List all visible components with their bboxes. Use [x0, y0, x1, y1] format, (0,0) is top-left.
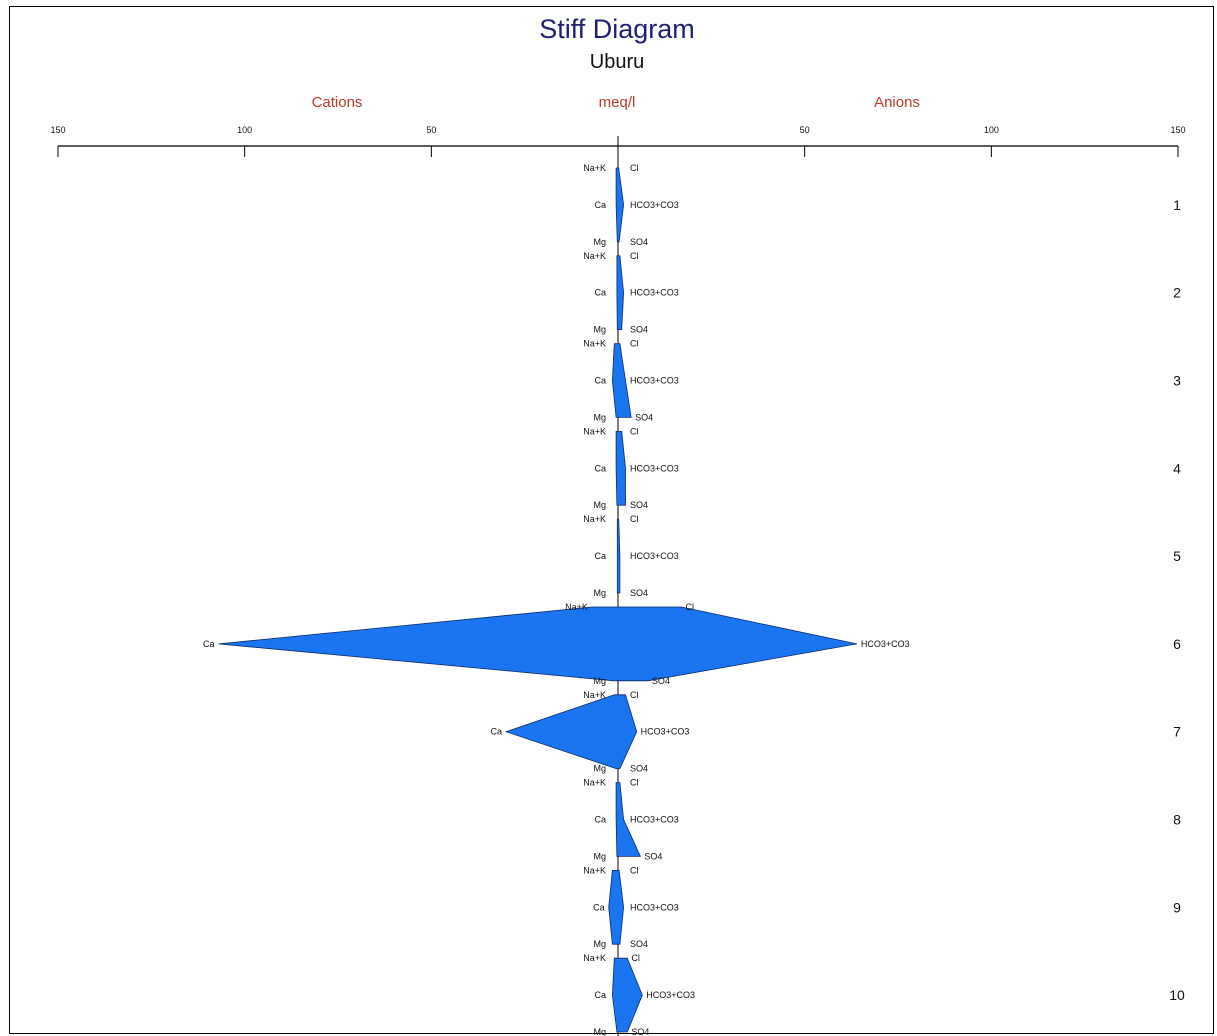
cation-label-6-0: Na+K [565, 602, 588, 612]
cation-label-5-0: Na+K [583, 514, 606, 524]
stiff-polygon-2 [616, 255, 625, 331]
cation-label-5-1: Ca [594, 551, 606, 561]
chart-title: Stiff Diagram [539, 14, 695, 44]
anion-label-2-4: HCO3+CO3 [630, 288, 679, 298]
anion-label-2-3: Cl [630, 251, 639, 261]
cation-label-2-0: Na+K [583, 251, 606, 261]
anion-label-1-5: SO4 [630, 237, 648, 247]
cation-label-10-1: Ca [594, 990, 606, 1000]
anion-label-8-4: HCO3+CO3 [630, 814, 679, 824]
anion-label-6-5: SO4 [652, 676, 670, 686]
tick-label-left-0: 150 [50, 125, 65, 135]
anion-label-8-5: SO4 [644, 851, 662, 861]
anions-header: Anions [874, 94, 920, 111]
stiff-polygon-7 [504, 694, 638, 769]
tick-label-left-2: 50 [426, 125, 436, 135]
sample-label-10: 10 [1169, 987, 1185, 1003]
tick-label-right-2: 150 [1170, 125, 1185, 135]
cation-label-10-2: Mg [593, 1027, 606, 1036]
samples-group: Na+K Ca Mg Cl HCO3+CO3 SO4 1 Na+K Ca Mg Cl HCO3+CO3… [203, 154, 1185, 1036]
stiff-polygon-8 [615, 782, 642, 857]
stiff-polygon-3 [611, 343, 632, 418]
cation-label-9-2: Mg [593, 939, 606, 949]
cation-label-1-2: Mg [593, 237, 606, 247]
sample-label-8: 8 [1173, 811, 1181, 827]
cation-label-1-0: Na+K [583, 163, 606, 173]
cation-label-5-2: Mg [593, 588, 606, 598]
chart-subtitle: Uburu [590, 51, 644, 73]
tick-label-left-1: 100 [237, 125, 252, 135]
anion-label-9-4: HCO3+CO3 [630, 902, 679, 912]
stiff-polygon-10 [611, 957, 643, 1033]
sample-label-9: 9 [1173, 899, 1181, 915]
tick-label-right-0: 50 [800, 125, 810, 135]
anion-label-8-3: Cl [630, 778, 639, 788]
cation-label-2-1: Ca [594, 288, 606, 298]
anion-label-7-3: Cl [630, 690, 639, 700]
sample-label-7: 7 [1173, 724, 1181, 740]
units-header: meq/l [599, 94, 636, 111]
anion-label-10-4: HCO3+CO3 [646, 990, 695, 1000]
cation-label-4-1: Ca [594, 463, 606, 473]
anion-label-4-5: SO4 [630, 500, 648, 510]
cation-label-2-2: Mg [593, 325, 606, 335]
cation-label-7-2: Mg [593, 764, 606, 774]
anion-label-5-5: SO4 [630, 588, 648, 598]
cation-label-9-0: Na+K [583, 865, 606, 875]
anion-label-3-5: SO4 [635, 412, 653, 422]
anion-label-3-3: Cl [630, 339, 639, 349]
sample-label-1: 1 [1173, 197, 1181, 213]
cation-label-7-1: Ca [490, 727, 502, 737]
anion-label-7-5: SO4 [630, 764, 648, 774]
tick-label-right-1: 100 [984, 125, 999, 135]
x-axis: 150 100 50 50 100 150 [50, 125, 1186, 157]
cation-label-3-2: Mg [593, 412, 606, 422]
anion-label-6-4: HCO3+CO3 [861, 639, 910, 649]
cation-label-3-0: Na+K [583, 339, 606, 349]
sample-label-5: 5 [1173, 548, 1181, 564]
anion-label-5-4: HCO3+CO3 [630, 551, 679, 561]
anion-label-7-4: HCO3+CO3 [641, 727, 690, 737]
cation-label-7-0: Na+K [583, 690, 606, 700]
chart-frame [9, 6, 1214, 1034]
anion-label-10-5: SO4 [631, 1027, 649, 1036]
anion-label-2-5: SO4 [630, 325, 648, 335]
stiff-polygon-9 [608, 870, 625, 945]
sample-label-4: 4 [1173, 460, 1181, 476]
cation-label-6-1: Ca [203, 639, 215, 649]
cation-label-8-1: Ca [594, 814, 606, 824]
cation-label-10-0: Na+K [583, 953, 606, 963]
cation-label-4-2: Mg [593, 500, 606, 510]
cation-label-1-1: Ca [594, 200, 606, 210]
anion-label-10-3: Cl [631, 953, 640, 963]
stiff-polygon-1 [615, 167, 625, 243]
stiff-polygon-4 [615, 430, 626, 506]
cation-label-8-2: Mg [593, 851, 606, 861]
anion-label-9-5: SO4 [630, 939, 648, 949]
stiff-polygon-6 [218, 606, 857, 682]
sample-label-6: 6 [1173, 636, 1181, 652]
sample-label-3: 3 [1173, 372, 1181, 388]
cation-label-9-1: Ca [593, 902, 605, 912]
anion-label-1-3: Cl [630, 163, 639, 173]
anion-label-4-3: Cl [630, 426, 639, 436]
stiff-polygon-5 [616, 518, 621, 594]
sample-label-2: 2 [1173, 285, 1181, 301]
cation-label-4-0: Na+K [583, 426, 606, 436]
anion-label-9-3: Cl [630, 865, 639, 875]
cations-header: Cations [312, 94, 363, 111]
anion-label-1-4: HCO3+CO3 [630, 200, 679, 210]
anion-label-5-3: Cl [630, 514, 639, 524]
anion-label-3-4: HCO3+CO3 [630, 375, 679, 385]
cation-label-8-0: Na+K [583, 778, 606, 788]
anion-label-4-4: HCO3+CO3 [630, 463, 679, 473]
anion-label-6-3: Cl [685, 602, 694, 612]
cation-label-6-2: Mg [593, 676, 606, 686]
cation-label-3-1: Ca [594, 375, 606, 385]
